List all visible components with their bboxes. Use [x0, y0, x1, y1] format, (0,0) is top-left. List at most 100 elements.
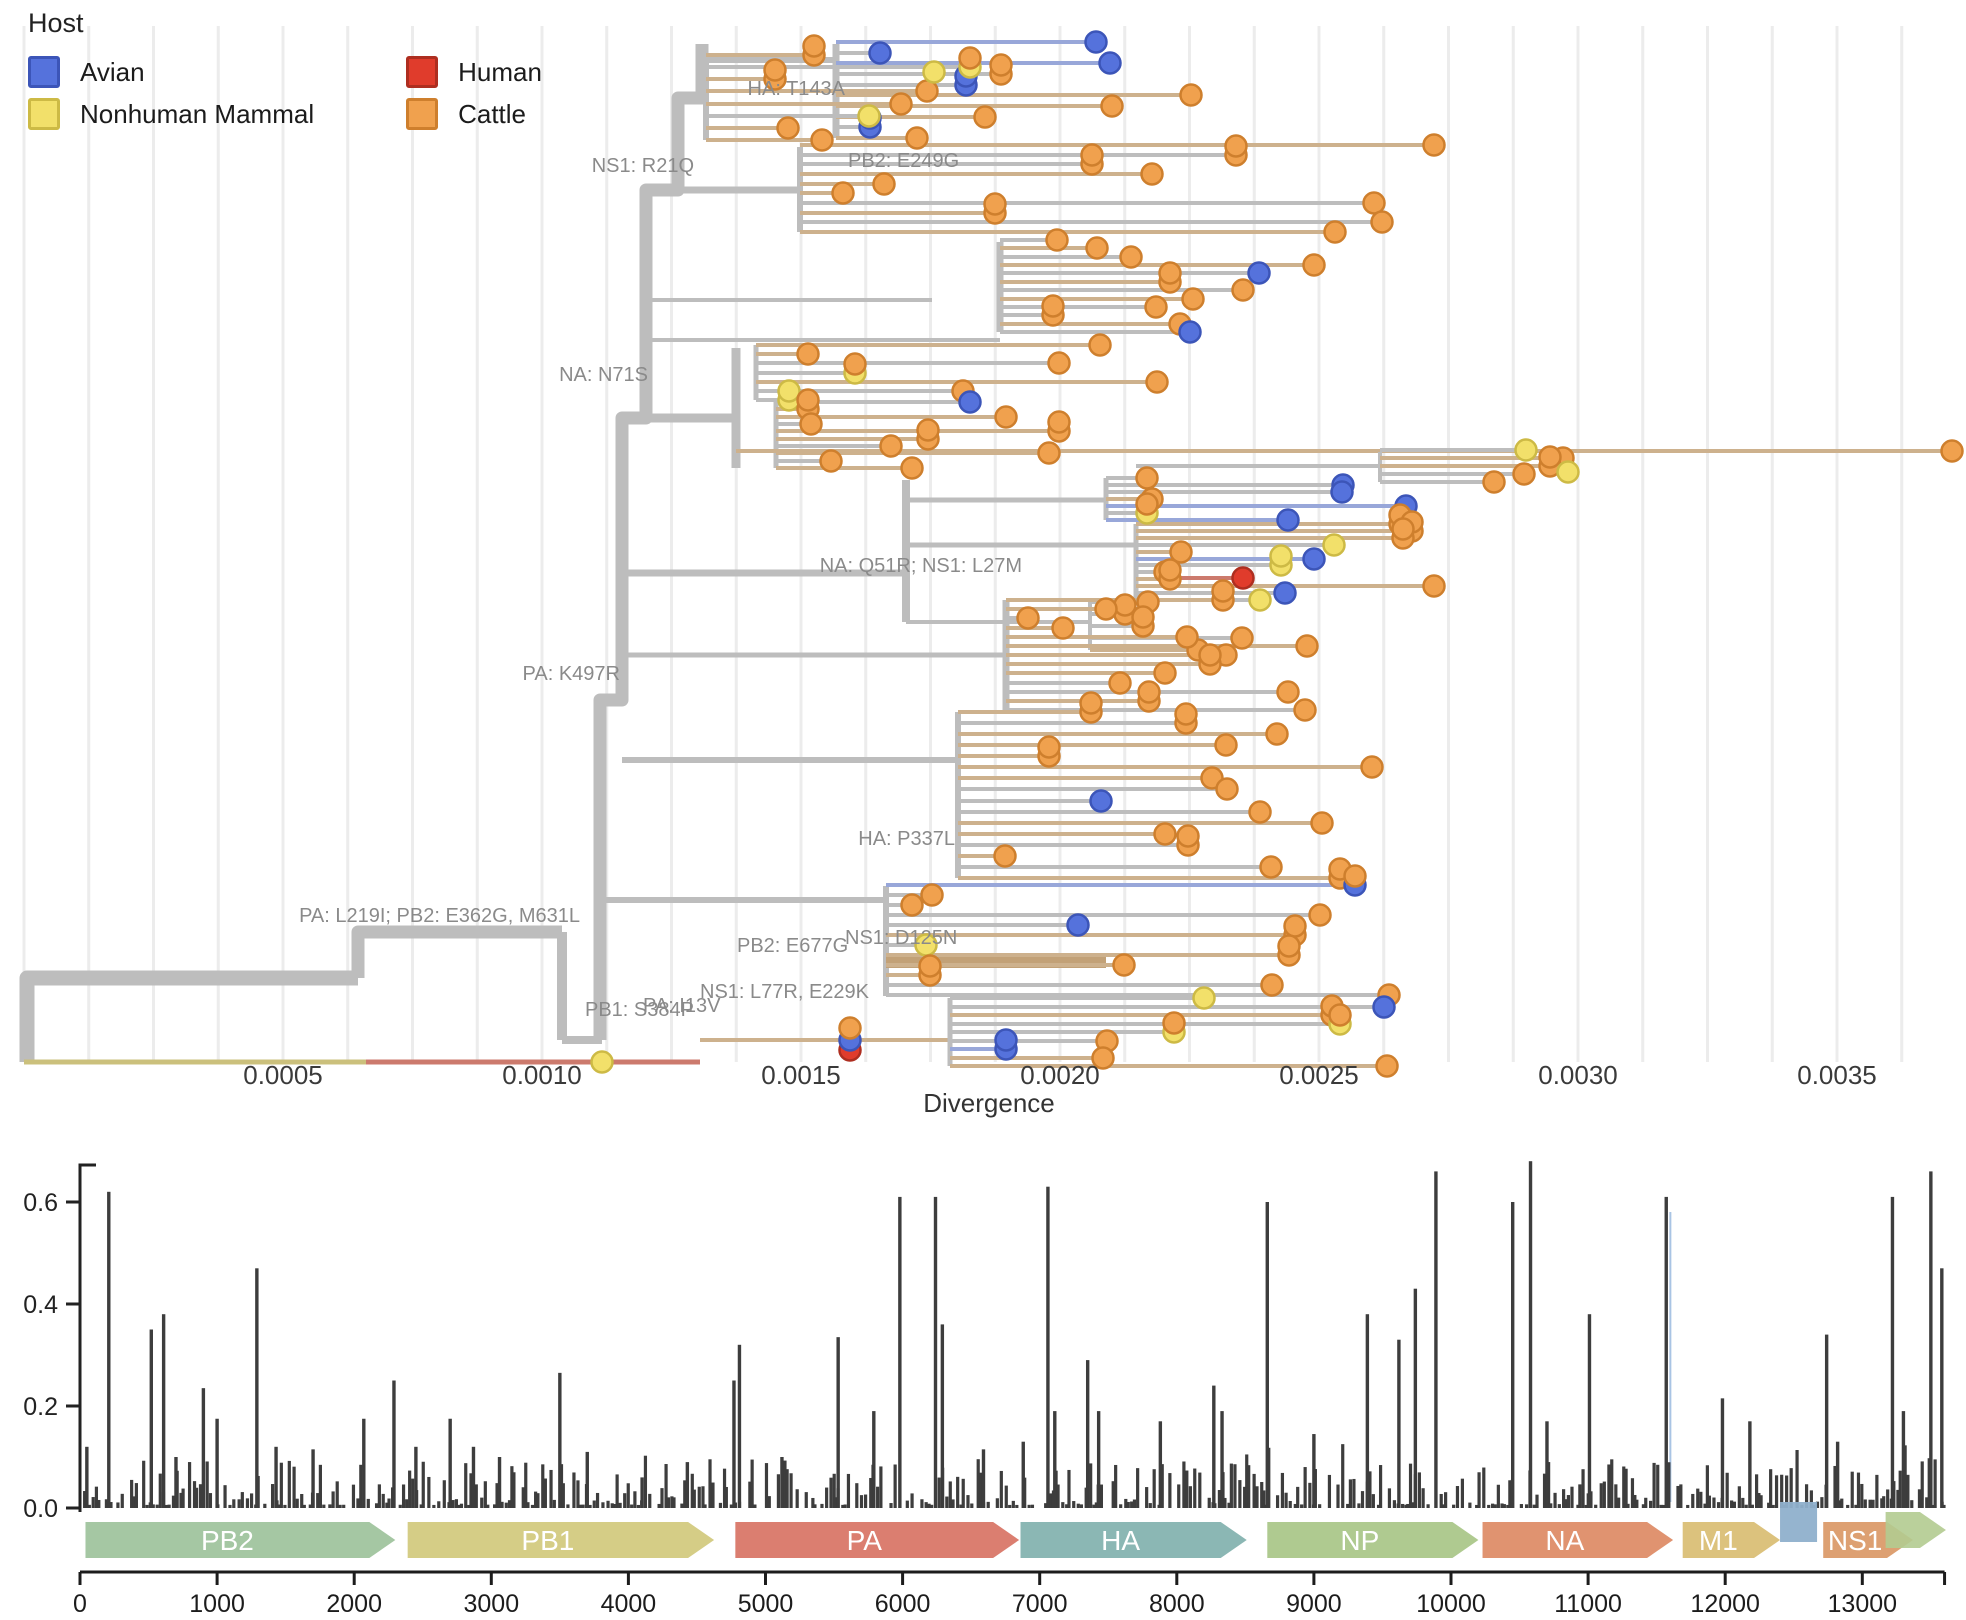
entropy-bar[interactable]	[521, 1487, 525, 1508]
entropy-bar[interactable]	[1217, 1489, 1222, 1508]
entropy-bar[interactable]	[1177, 1484, 1181, 1508]
tree-tip-cattle[interactable]	[900, 456, 924, 480]
entropy-bar[interactable]	[1769, 1469, 1773, 1508]
tree-tip-cattle[interactable]	[802, 34, 826, 58]
entropy-bar[interactable]	[1168, 1473, 1172, 1508]
entropy-bar[interactable]	[270, 1484, 275, 1508]
entropy-bar[interactable]	[164, 1504, 168, 1508]
entropy-peak-bar[interactable]	[1397, 1339, 1401, 1508]
gene-np[interactable]	[1267, 1522, 1479, 1558]
entropy-bar[interactable]	[1318, 1504, 1322, 1508]
entropy-bar[interactable]	[1152, 1469, 1156, 1508]
entropy-bar[interactable]	[457, 1504, 461, 1508]
tree-tip-cattle[interactable]	[1302, 253, 1326, 277]
entropy-bar[interactable]	[158, 1473, 162, 1508]
tree-tip-cattle[interactable]	[1283, 914, 1307, 938]
gene-pa[interactable]	[735, 1522, 1020, 1558]
entropy-bar[interactable]	[1502, 1504, 1506, 1508]
tree-tip-nonhuman-mammal[interactable]	[1556, 460, 1580, 484]
entropy-bar[interactable]	[1300, 1504, 1304, 1508]
entropy-bar[interactable]	[1260, 1482, 1264, 1508]
entropy-bar[interactable]	[664, 1464, 668, 1508]
entropy-bar[interactable]	[576, 1480, 580, 1508]
entropy-peak-bar[interactable]	[898, 1196, 902, 1508]
tree-tip-avian[interactable]	[1330, 480, 1354, 504]
entropy-peak-bar[interactable]	[640, 1477, 644, 1508]
tree-tip-cattle[interactable]	[973, 105, 997, 129]
entropy-bar[interactable]	[145, 1504, 149, 1508]
entropy-bar[interactable]	[109, 1502, 113, 1508]
entropy-bar[interactable]	[1880, 1498, 1884, 1508]
entropy-bar[interactable]	[342, 1504, 346, 1508]
entropy-peak-bar[interactable]	[1220, 1411, 1224, 1508]
entropy-bar[interactable]	[155, 1504, 159, 1508]
entropy-bar[interactable]	[633, 1491, 637, 1508]
entropy-bar[interactable]	[701, 1486, 705, 1508]
gene-pb2[interactable]	[85, 1522, 396, 1558]
entropy-bar[interactable]	[1160, 1464, 1164, 1508]
entropy-bar[interactable]	[104, 1499, 109, 1508]
entropy-peak-bar[interactable]	[161, 1314, 166, 1508]
entropy-bar[interactable]	[1662, 1504, 1666, 1508]
entropy-bar[interactable]	[1553, 1492, 1557, 1508]
tree-tip-cattle[interactable]	[1293, 698, 1317, 722]
entropy-bar[interactable]	[905, 1500, 909, 1508]
entropy-bar[interactable]	[142, 1460, 146, 1508]
entropy-bar[interactable]	[1357, 1503, 1361, 1508]
entropy-peak-bar[interactable]	[1835, 1441, 1840, 1508]
legend-item-human[interactable]: Human	[406, 51, 542, 93]
entropy-bar[interactable]	[1426, 1504, 1430, 1508]
entropy-bar[interactable]	[549, 1469, 553, 1508]
entropy-bar[interactable]	[999, 1470, 1003, 1508]
tree-tip-cattle[interactable]	[1140, 162, 1164, 186]
entropy-peak-bar[interactable]	[981, 1449, 986, 1508]
tree-tip-cattle[interactable]	[1328, 1003, 1352, 1027]
entropy-bar[interactable]	[300, 1493, 304, 1508]
tree-tip-human[interactable]	[1231, 566, 1255, 590]
entropy-bar[interactable]	[1860, 1483, 1864, 1508]
entropy-bar[interactable]	[134, 1483, 138, 1508]
tree-tip-avian[interactable]	[1372, 995, 1396, 1019]
entropy-bar[interactable]	[956, 1476, 960, 1508]
entropy-bar[interactable]	[351, 1484, 356, 1508]
entropy-bar[interactable]	[1303, 1467, 1307, 1508]
entropy-bar[interactable]	[1730, 1500, 1734, 1508]
entropy-bar[interactable]	[442, 1480, 446, 1508]
entropy-bar[interactable]	[1452, 1504, 1456, 1508]
entropy-bar[interactable]	[612, 1503, 616, 1508]
tree-tip-avian[interactable]	[1273, 581, 1297, 605]
tree-tip-nonhuman-mammal[interactable]	[1192, 986, 1216, 1010]
entropy-bar[interactable]	[1111, 1481, 1115, 1508]
entropy-bar[interactable]	[316, 1493, 320, 1508]
entropy-bar[interactable]	[1570, 1486, 1574, 1508]
entropy-bar[interactable]	[825, 1487, 829, 1508]
entropy-bar[interactable]	[1193, 1468, 1197, 1508]
entropy-bar[interactable]	[1468, 1502, 1472, 1508]
entropy-peak-bar[interactable]	[149, 1329, 153, 1509]
entropy-bar[interactable]	[1856, 1472, 1861, 1508]
tree-tip-cattle[interactable]	[889, 92, 913, 116]
entropy-bar[interactable]	[223, 1485, 227, 1508]
entropy-bar[interactable]	[630, 1504, 634, 1508]
entropy-bar[interactable]	[683, 1480, 687, 1508]
entropy-peak-bar[interactable]	[1748, 1421, 1752, 1508]
entropy-bar[interactable]	[1296, 1486, 1300, 1508]
entropy-bar[interactable]	[398, 1504, 402, 1508]
entropy-bar[interactable]	[636, 1504, 641, 1508]
entropy-bar[interactable]	[132, 1496, 136, 1508]
entropy-peak-bar[interactable]	[274, 1446, 278, 1508]
entropy-bar[interactable]	[764, 1463, 769, 1508]
tree-tip-cattle[interactable]	[796, 342, 820, 366]
tree-tip-cattle[interactable]	[1248, 800, 1272, 824]
entropy-bar[interactable]	[1754, 1474, 1759, 1508]
entropy-bar[interactable]	[948, 1481, 952, 1508]
entropy-bar[interactable]	[1610, 1459, 1614, 1508]
entropy-bar[interactable]	[1656, 1464, 1660, 1508]
entropy-bar[interactable]	[1750, 1504, 1754, 1508]
entropy-bar[interactable]	[889, 1503, 893, 1508]
entropy-bar[interactable]	[1044, 1503, 1048, 1508]
entropy-bar[interactable]	[187, 1462, 192, 1508]
tree-tip-cattle[interactable]	[1260, 973, 1284, 997]
entropy-peak-bar[interactable]	[1528, 1161, 1533, 1508]
entropy-bar[interactable]	[366, 1498, 370, 1508]
